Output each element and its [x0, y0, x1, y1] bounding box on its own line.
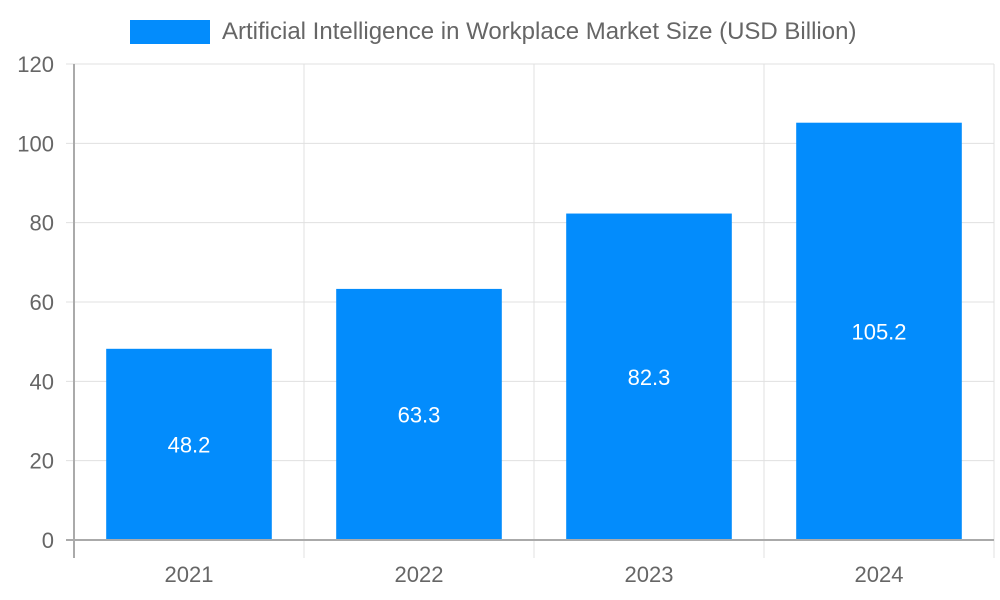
y-tick-label: 80: [30, 211, 54, 236]
bar-value-label: 82.3: [628, 365, 671, 390]
x-tick-label: 2021: [165, 562, 214, 587]
tick-labels: 0 20 40 60 80 100 120 2021 2022 2023 2024: [17, 52, 903, 587]
bar-2023[interactable]: [566, 213, 732, 540]
bars: 48.2 63.3 82.3 105.2: [106, 122, 962, 540]
chart-legend[interactable]: Artificial Intelligence in Workplace Mar…: [130, 18, 857, 45]
legend-swatch: [130, 20, 210, 44]
y-tick-label: 120: [17, 52, 54, 77]
y-tick-label: 0: [42, 528, 54, 553]
y-tick-label: 40: [30, 369, 54, 394]
bar-2022[interactable]: [336, 288, 502, 540]
bar-2021[interactable]: [106, 348, 272, 540]
axes: [66, 64, 994, 558]
bar-2024[interactable]: [796, 122, 962, 540]
y-tick-label: 60: [30, 290, 54, 315]
bar-value-label: 48.2: [168, 432, 211, 457]
y-tick-label: 100: [17, 131, 54, 156]
y-tick-label: 20: [30, 449, 54, 474]
x-tick-label: 2023: [625, 562, 674, 587]
x-tick-label: 2022: [395, 562, 444, 587]
bar-value-label: 63.3: [398, 402, 441, 427]
x-tick-label: 2024: [855, 562, 904, 587]
bar-value-label: 105.2: [851, 319, 906, 344]
legend-label: Artificial Intelligence in Workplace Mar…: [222, 18, 857, 45]
